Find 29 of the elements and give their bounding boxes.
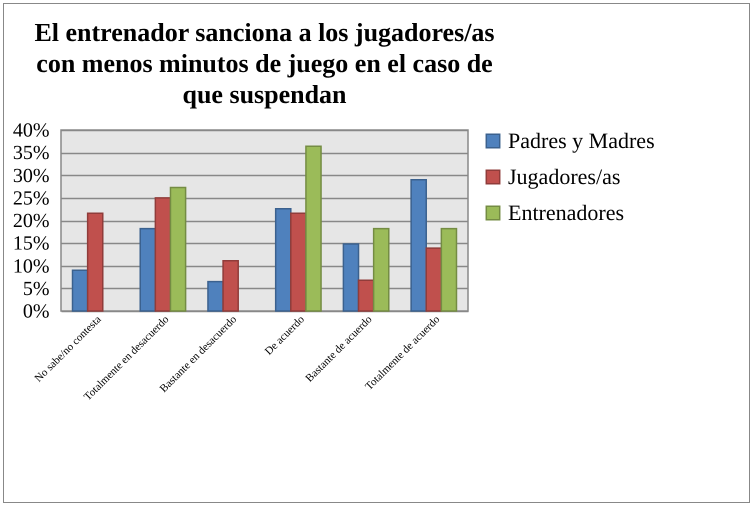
bar — [305, 146, 322, 312]
y-tick-label: 40% — [12, 120, 50, 142]
y-tick-label: 30% — [12, 164, 50, 187]
bar — [72, 270, 88, 312]
y-tick-label: 25% — [12, 187, 50, 210]
legend-label: Jugadores/as — [508, 164, 620, 189]
legend-label: Padres y Madres — [508, 128, 655, 153]
chart-title: El entrenador sanciona a los jugadores/as con menos minutos de juego en el caso de que suspendan — [34, 18, 495, 109]
bar — [425, 247, 442, 312]
y-tick-label: 15% — [12, 232, 50, 255]
bar — [358, 279, 374, 312]
bar — [274, 208, 292, 312]
bar — [154, 197, 172, 312]
bar — [86, 212, 104, 312]
bar — [440, 228, 458, 312]
y-tick-label: 5% — [22, 278, 50, 300]
bar — [207, 280, 224, 312]
bar — [342, 243, 360, 312]
y-tick-label: 35% — [12, 142, 50, 164]
bar — [222, 260, 239, 312]
bar — [372, 228, 390, 312]
legend-label: Entrenadores — [508, 200, 624, 225]
bar — [290, 212, 307, 312]
bar — [170, 186, 186, 312]
y-tick-label: 0% — [22, 300, 50, 322]
y-tick-label: 20% — [12, 210, 50, 232]
bar — [410, 179, 427, 312]
y-tick-label: 10% — [12, 255, 50, 278]
bar — [139, 228, 156, 312]
